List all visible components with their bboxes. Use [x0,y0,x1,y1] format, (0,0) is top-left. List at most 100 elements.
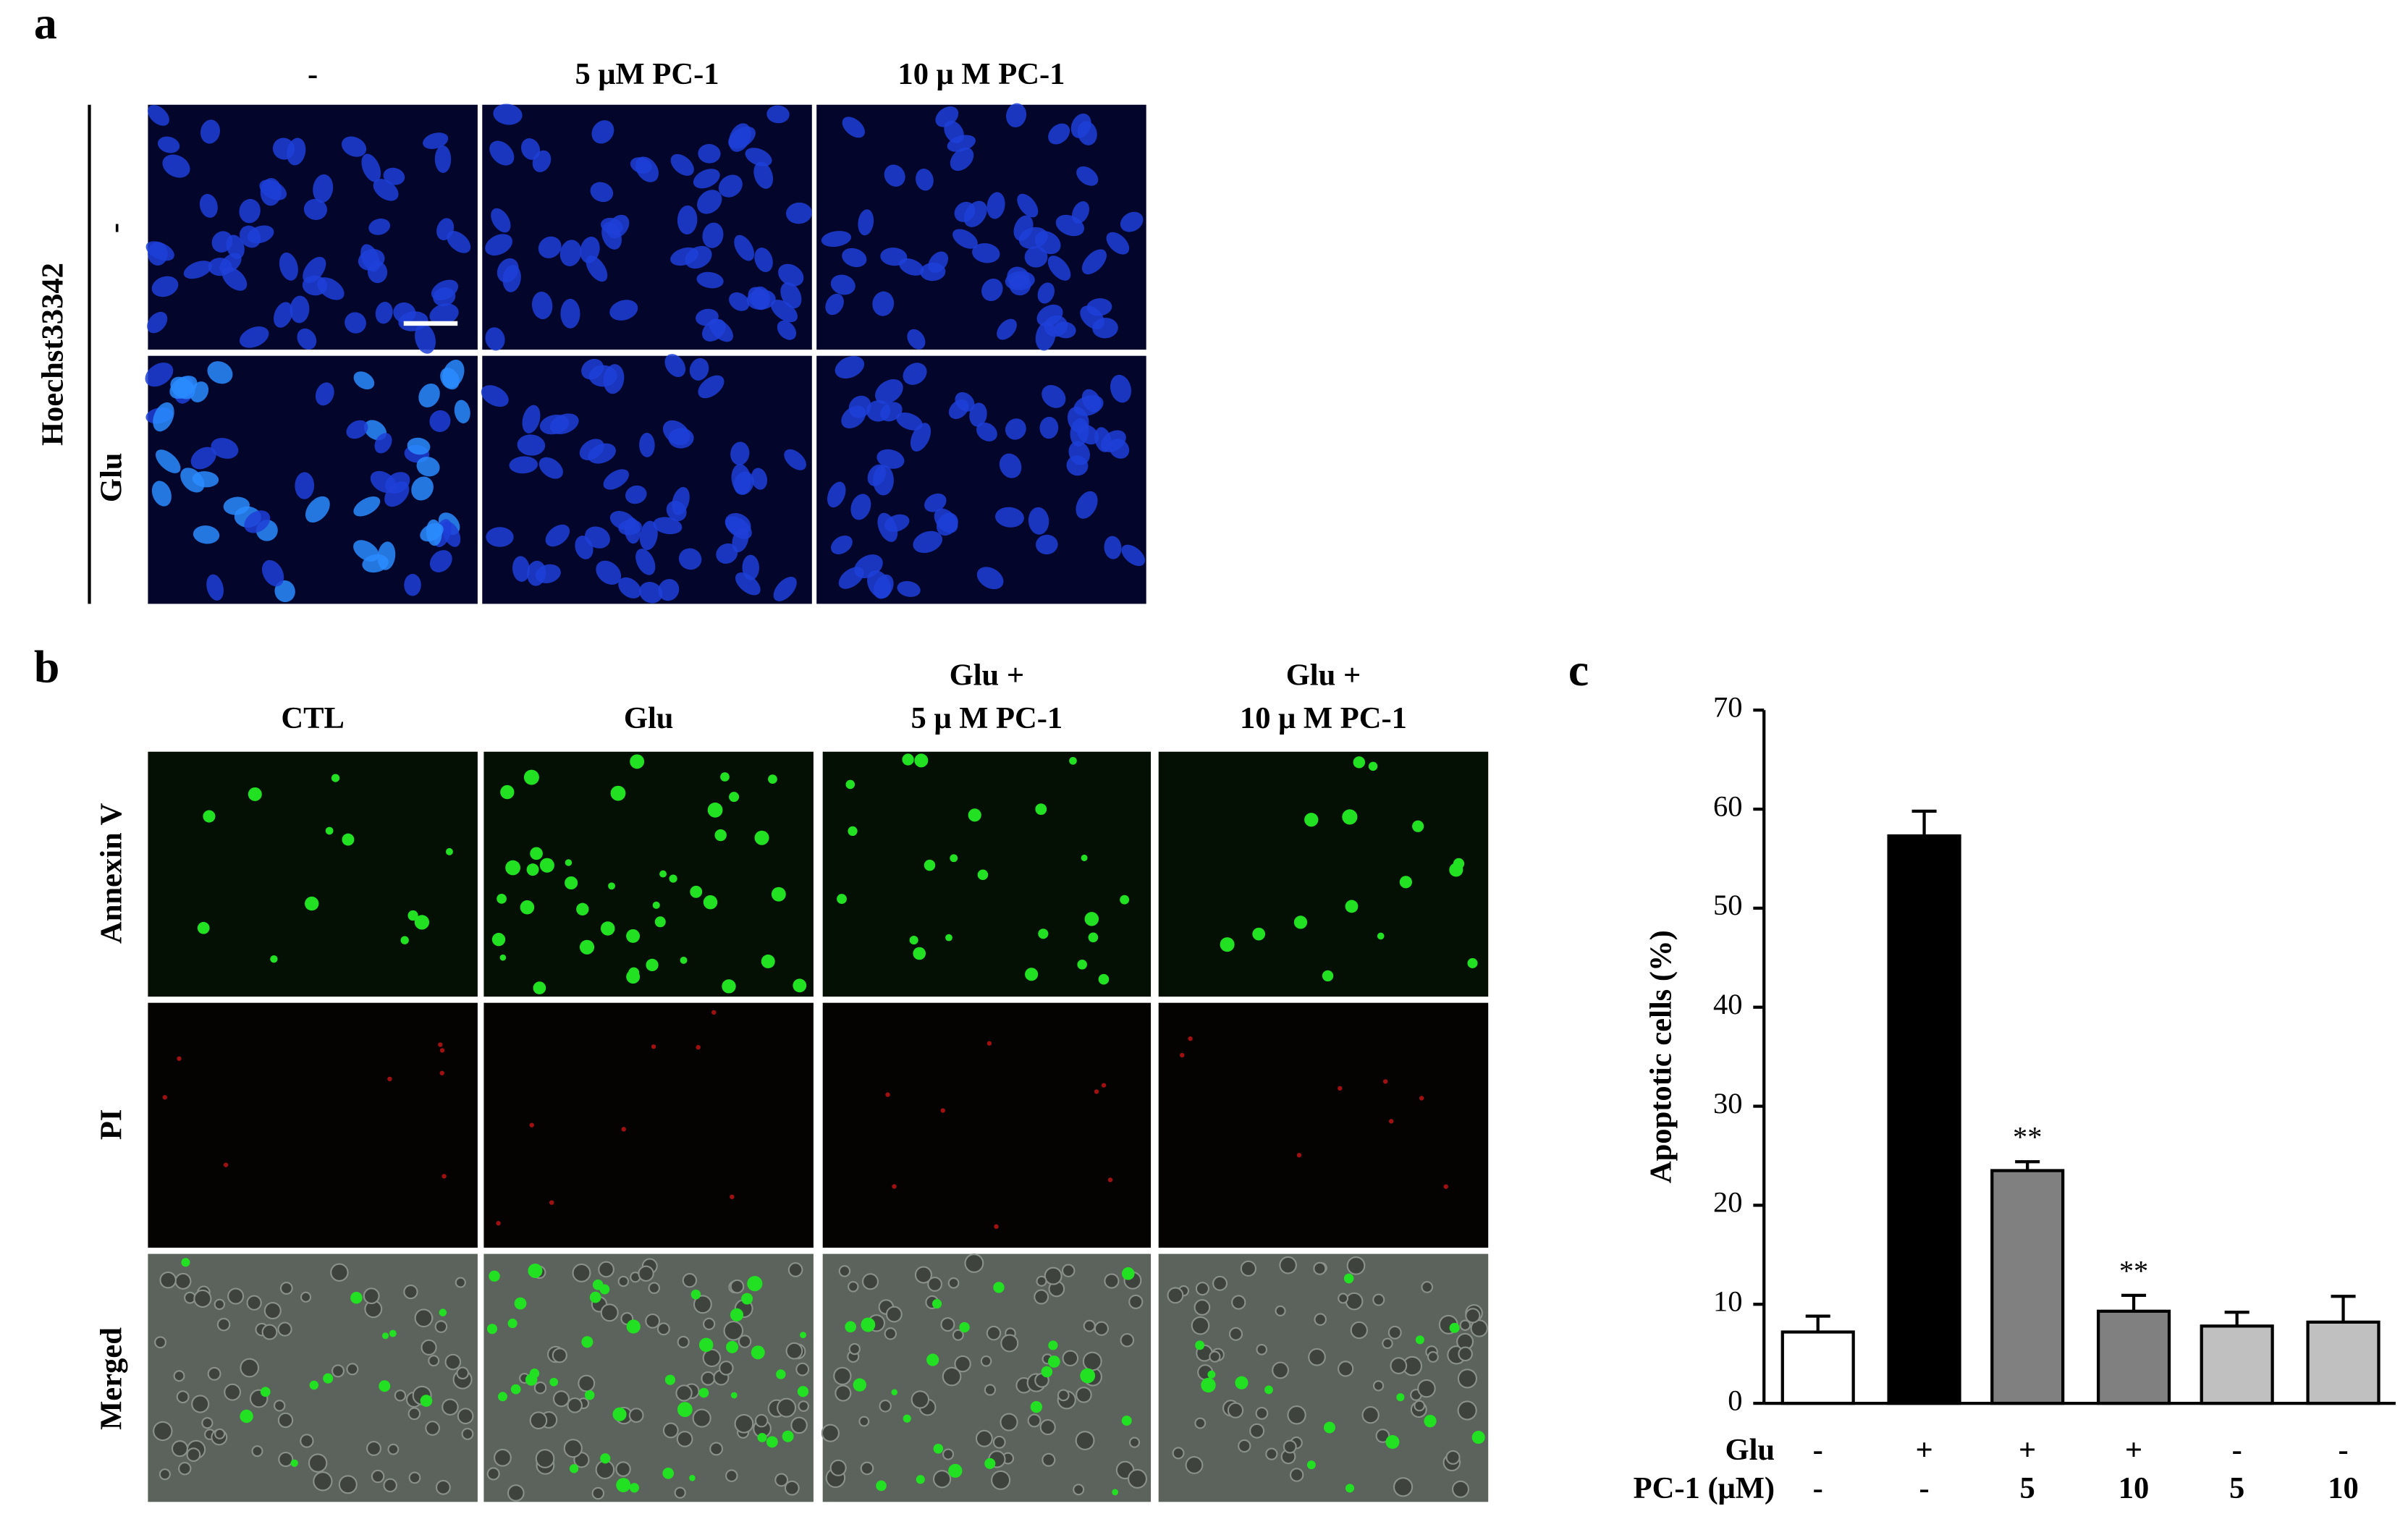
nucleus [151,276,179,297]
cell [940,1108,945,1113]
nucleus [1109,439,1130,459]
cell [1350,1321,1369,1340]
nucleus [698,375,724,399]
cell [425,1421,441,1436]
nucleus [239,326,269,348]
cell [500,784,515,800]
cell [214,1428,226,1439]
nucleus [1092,318,1118,339]
cell [757,1433,767,1442]
cell [845,1321,856,1333]
cell [1228,1327,1243,1341]
cell [1470,1319,1488,1337]
micrograph [483,1253,814,1502]
cell [1382,1079,1388,1084]
micrograph [481,354,812,604]
cell [722,979,736,994]
micrograph [145,104,478,354]
cell [323,1373,334,1384]
cell [795,1362,810,1376]
cell [1080,1368,1096,1384]
cell [1414,1400,1425,1412]
cell [420,1395,433,1407]
cell [1313,1261,1327,1275]
cell [916,1475,925,1484]
significance-label: ** [2013,1121,2042,1154]
nucleus [485,234,513,256]
nucleus [831,535,853,554]
cell [578,1374,596,1392]
nucleus [664,354,686,377]
cell [1264,1385,1273,1395]
nucleus [662,420,690,446]
cell [848,826,858,837]
nucleus [313,174,334,203]
cell [565,876,578,890]
nucleus [897,580,921,597]
nucleus [1120,211,1144,232]
cell [363,1287,380,1305]
nucleus [579,439,604,460]
cell [993,1282,1005,1293]
nucleus [997,318,1017,340]
cell [610,785,626,801]
cell [325,826,334,835]
cell [766,1436,778,1448]
cell [1084,912,1099,926]
cell [787,1262,803,1277]
nucleus [151,481,172,507]
cell [300,1434,314,1448]
nucleus [383,167,405,185]
cell [456,1366,469,1380]
cell [371,1469,385,1484]
cell [1342,809,1358,825]
cell [1077,959,1087,970]
cell [346,1363,359,1376]
cell [861,1273,879,1290]
cell [1188,1036,1193,1041]
cell [654,916,666,928]
nucleus [447,231,471,253]
nucleus [485,327,505,351]
cell [615,1461,631,1477]
nucleus [1104,536,1122,559]
cell [494,1448,512,1467]
cell [1449,1322,1460,1333]
cell [785,1342,803,1360]
nucleus [148,105,169,126]
cell [669,874,677,883]
bar [1990,1169,2065,1405]
cell [330,1263,349,1282]
cell [608,882,615,890]
nucleus [590,182,614,203]
cell [366,1440,381,1456]
nucleus [730,441,750,465]
nucleus [517,434,546,456]
nucleus [858,209,874,236]
cell [1167,1287,1184,1304]
cell [1172,1447,1185,1460]
cell [903,1414,911,1423]
cell [1385,1434,1400,1449]
nucleus [635,549,656,575]
cell [224,1383,242,1401]
cell [497,894,507,904]
cell [652,901,660,909]
cell [986,1325,1002,1341]
cell [1345,1292,1364,1311]
cell [1308,1348,1326,1366]
nucleus [907,329,926,350]
nucleus [734,234,755,261]
cell [1338,1086,1343,1091]
cell [776,1369,786,1379]
nucleus [591,120,614,144]
cell [664,1374,676,1385]
cell [1000,1413,1018,1431]
cell [414,1308,434,1328]
nucleus [1110,374,1132,403]
cell [790,1416,808,1434]
y-tick-label: 50 [1713,889,1742,921]
nucleus [1076,166,1099,186]
